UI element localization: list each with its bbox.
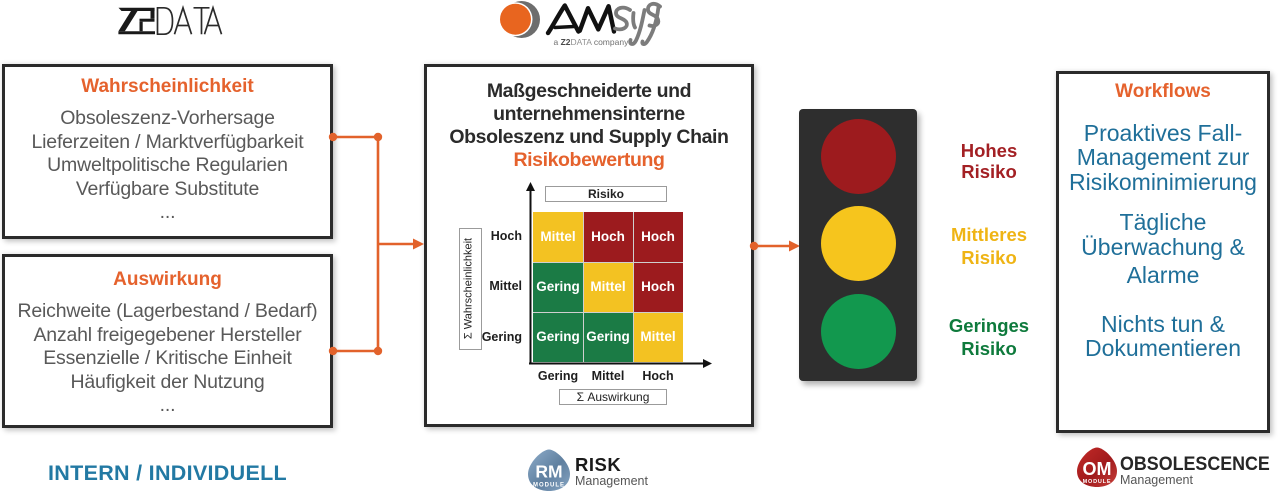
svg-text:MODULE: MODULE bbox=[533, 483, 565, 489]
svg-text:RM: RM bbox=[535, 462, 562, 482]
svg-text:MODULE: MODULE bbox=[1083, 479, 1112, 485]
svg-text:OM: OM bbox=[1083, 459, 1112, 479]
svg-text:a Z2DATA company: a Z2DATA company bbox=[554, 37, 630, 47]
